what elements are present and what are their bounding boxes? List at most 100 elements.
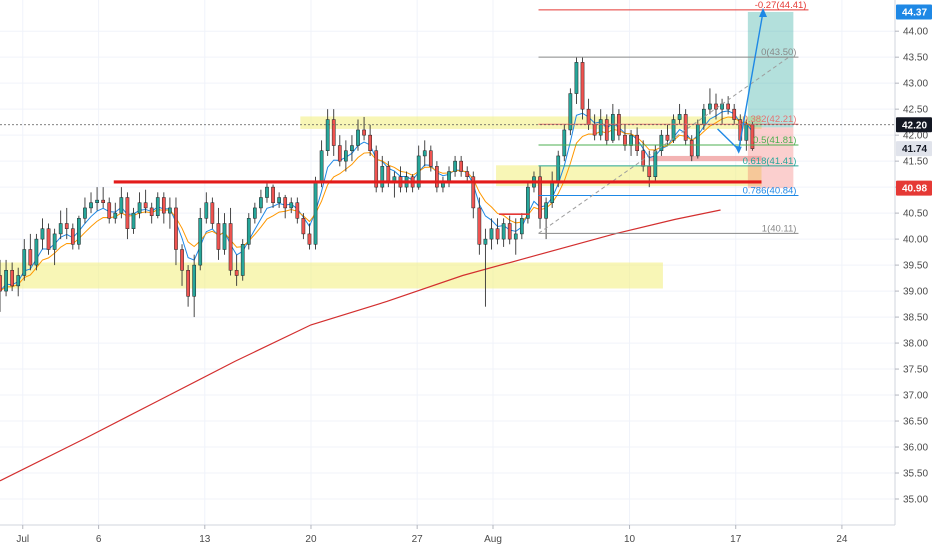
price-tick-label: 41.50 bbox=[903, 157, 928, 168]
price-badge-label: 41.74 bbox=[902, 144, 927, 155]
candle-body bbox=[240, 244, 245, 276]
price-badge[interactable] bbox=[896, 4, 932, 20]
candle-body bbox=[677, 114, 682, 120]
candle-body bbox=[344, 150, 348, 162]
candle-body bbox=[77, 218, 81, 245]
price-tick-label: 40.50 bbox=[903, 209, 928, 220]
candle-body bbox=[22, 249, 27, 276]
trade-setup bbox=[649, 11, 794, 189]
candle-body bbox=[307, 233, 312, 245]
candle-body bbox=[574, 62, 579, 94]
price-tick-label: 35.50 bbox=[903, 469, 928, 480]
price-tick-label: 36.00 bbox=[903, 443, 928, 454]
candle-body bbox=[489, 228, 494, 240]
candle-body bbox=[313, 181, 318, 245]
candle-body bbox=[89, 202, 93, 209]
candle-body bbox=[477, 207, 482, 245]
time-tick-label: 24 bbox=[836, 534, 848, 545]
time-tick-label: 10 bbox=[624, 534, 636, 545]
price-tick-label: 37.00 bbox=[903, 391, 928, 402]
candle-body bbox=[374, 150, 379, 188]
candle-body bbox=[744, 124, 749, 141]
zone-2 bbox=[0, 262, 663, 289]
price-tick-label: 38.00 bbox=[903, 339, 928, 350]
candle-body bbox=[180, 249, 184, 271]
candle-body bbox=[689, 140, 694, 157]
price-tick-label: 43.00 bbox=[903, 79, 928, 90]
profit-zone bbox=[747, 11, 794, 128]
candle-body bbox=[198, 218, 203, 266]
price-badge-label: 44.37 bbox=[902, 7, 927, 18]
candle-body bbox=[10, 270, 14, 287]
candle-body bbox=[283, 197, 288, 209]
candle-body bbox=[471, 176, 476, 209]
price-tick-label: 37.50 bbox=[903, 365, 928, 376]
candle-body bbox=[380, 166, 385, 188]
price-axis[interactable]: 35.00 35.50 36.00 36.50 37.00 37.50 38.00 38.50… bbox=[894, 0, 932, 525]
entry-zone bbox=[649, 155, 762, 162]
fib-level-label: 0.5(41.81) bbox=[753, 135, 796, 146]
candle-body bbox=[161, 197, 166, 214]
candle-body bbox=[0, 275, 2, 292]
candle-body bbox=[459, 160, 464, 172]
candle-body bbox=[653, 150, 658, 177]
candle-body bbox=[325, 119, 330, 151]
candle-body bbox=[216, 223, 221, 250]
candle-body bbox=[422, 150, 427, 157]
candle-body bbox=[149, 207, 154, 216]
price-badge-label: 42.20 bbox=[902, 120, 927, 131]
candle-body bbox=[40, 228, 45, 240]
candle-body bbox=[580, 62, 585, 110]
candle-body bbox=[386, 166, 391, 183]
candle-body bbox=[301, 218, 306, 235]
time-tick-label: Jul bbox=[16, 534, 29, 545]
candle-body bbox=[95, 199, 99, 203]
candle-body bbox=[695, 124, 700, 157]
candle-body bbox=[623, 134, 627, 146]
fibonacci-retracement[interactable]: -0.27(44.41) 0(43.50) 0.382(42.21) 0.5(41.8… bbox=[538, 0, 809, 234]
candle-body bbox=[726, 103, 730, 110]
candle-body bbox=[101, 199, 106, 203]
projection-arrow-head bbox=[759, 7, 768, 17]
candle-body bbox=[350, 145, 354, 151]
candle-body bbox=[4, 270, 8, 292]
candle-body bbox=[683, 114, 688, 141]
candle-body bbox=[556, 155, 561, 183]
candle-body bbox=[513, 233, 518, 240]
candle-body bbox=[174, 207, 178, 250]
price-badge-label: 40.98 bbox=[902, 184, 927, 195]
price-badge[interactable] bbox=[896, 117, 932, 133]
candle-body bbox=[368, 134, 372, 151]
fib-level-label: 0.786(40.84) bbox=[743, 185, 797, 196]
candle-body bbox=[610, 114, 615, 141]
time-tick-label: 27 bbox=[412, 534, 424, 545]
fib-level-label: 0.618(41.41) bbox=[743, 156, 797, 167]
candle-body bbox=[598, 119, 603, 136]
time-tick-label: 6 bbox=[96, 534, 102, 545]
candle-body bbox=[708, 103, 712, 110]
price-tick-label: 43.50 bbox=[903, 53, 928, 64]
candle-body bbox=[550, 181, 555, 203]
candle-body bbox=[265, 186, 269, 198]
candle-body bbox=[428, 150, 433, 167]
candle-body bbox=[586, 108, 591, 126]
candle-body bbox=[592, 124, 597, 136]
price-badge[interactable] bbox=[896, 141, 932, 157]
candle-body bbox=[16, 275, 21, 287]
candle-body bbox=[671, 119, 676, 141]
candle-body bbox=[113, 212, 118, 219]
candle-body bbox=[143, 202, 148, 209]
candle-body bbox=[28, 249, 33, 266]
overlays bbox=[0, 7, 895, 215]
candle-body bbox=[125, 197, 130, 229]
candle-body bbox=[259, 197, 263, 209]
time-tick-label: 13 bbox=[199, 534, 211, 545]
candle-body bbox=[52, 233, 57, 250]
price-badge[interactable] bbox=[896, 180, 932, 196]
time-axis[interactable]: Jul 6 13 20 27 Aug 10 17 24 bbox=[0, 524, 895, 545]
candle-body bbox=[289, 202, 294, 209]
candle-body bbox=[544, 202, 548, 219]
candle-body bbox=[435, 166, 439, 188]
candle-body bbox=[119, 197, 124, 214]
